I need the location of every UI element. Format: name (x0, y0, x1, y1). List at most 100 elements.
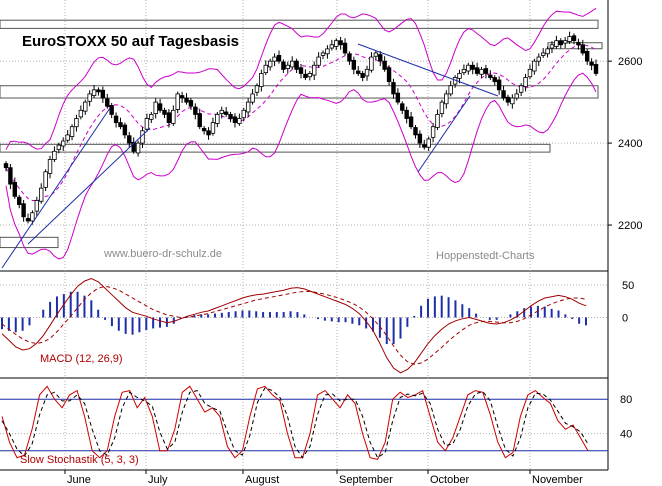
candle-body (554, 40, 559, 47)
candle (483, 64, 489, 79)
candle-body (435, 114, 440, 128)
candle (162, 107, 167, 119)
candle (127, 132, 132, 149)
candle-body (135, 142, 141, 154)
x-tick-label: November (532, 474, 583, 486)
candle (492, 75, 497, 86)
candle (514, 89, 519, 101)
candle-body (289, 60, 295, 68)
bollinger-bands (5, 7, 597, 260)
candle (312, 61, 317, 81)
candle (373, 50, 379, 60)
candle-body (250, 93, 255, 103)
candle-body (61, 140, 66, 147)
candle (413, 125, 418, 139)
candle-body (576, 41, 581, 46)
candle-body (422, 144, 427, 148)
candle (34, 196, 40, 217)
candle-body (364, 68, 370, 77)
candle-body (488, 74, 493, 78)
candle (281, 59, 286, 74)
candle (78, 105, 84, 120)
candle (347, 51, 352, 65)
candle (267, 58, 273, 71)
macd-panel (1, 277, 587, 374)
candle-body (514, 93, 519, 99)
candle-body (413, 127, 418, 136)
candle-body (153, 101, 158, 115)
candle (166, 109, 172, 128)
candle-body (356, 70, 361, 74)
candle-body (188, 100, 194, 107)
candle-body (298, 67, 304, 74)
candle (408, 111, 414, 130)
candle-body (267, 60, 273, 68)
candle-body (527, 68, 533, 78)
candle (91, 84, 97, 99)
candle (118, 117, 123, 130)
candle (488, 70, 493, 81)
candle-body (228, 114, 233, 119)
chart-title: EuroSTOXX 50 auf Tagesbasis (22, 33, 239, 50)
candle (303, 69, 308, 81)
candle-body (52, 150, 57, 160)
stoch-k-line (1, 385, 589, 460)
stochastic-panel (0, 385, 608, 460)
candle-body (320, 52, 326, 56)
candle (47, 155, 53, 179)
x-tick-label: October (430, 474, 469, 486)
candle-body (179, 95, 185, 99)
candle-body (91, 89, 97, 96)
candle-body (241, 109, 246, 119)
candle-body (391, 82, 396, 95)
candle-body (545, 48, 550, 55)
support-box (0, 19, 599, 29)
candle (470, 61, 475, 75)
candle (325, 45, 330, 59)
candle (479, 66, 484, 78)
candle-body (113, 115, 119, 124)
macd-tick-label: 50 (622, 280, 634, 292)
candle (184, 93, 189, 105)
candle-body (175, 93, 180, 110)
candle (580, 39, 585, 56)
candle (83, 99, 88, 115)
candle (356, 66, 361, 76)
candle (554, 35, 559, 49)
candle (276, 50, 282, 64)
candle-body (201, 127, 207, 132)
candle-body (426, 138, 431, 148)
candle-body (404, 109, 409, 119)
candle-body (263, 64, 268, 74)
candle (593, 59, 599, 76)
candle-body (329, 44, 335, 49)
candle-body (351, 59, 357, 70)
candle-body (100, 89, 106, 99)
candle (558, 38, 563, 49)
candle (584, 48, 590, 65)
candle-body (162, 109, 167, 115)
candle (474, 62, 480, 76)
candle-body (193, 106, 198, 115)
candle (223, 107, 229, 117)
candle (254, 83, 260, 96)
candle-body (562, 40, 568, 44)
candle-body (237, 118, 242, 124)
candle (153, 98, 158, 119)
candle-body (206, 130, 211, 136)
candle (131, 137, 136, 154)
trend-line (27, 127, 151, 245)
candle-body (567, 36, 572, 42)
candle (39, 183, 44, 204)
candle (21, 200, 26, 222)
candle (549, 41, 555, 53)
macd-signal-line (1, 285, 587, 365)
stoch-tick-label: 40 (620, 429, 632, 441)
candle-body (56, 144, 62, 151)
candle-body (483, 68, 489, 74)
candle-body (232, 116, 238, 124)
candle-body (210, 122, 216, 134)
candle (100, 86, 106, 103)
candle (122, 122, 128, 139)
candle (43, 169, 48, 192)
